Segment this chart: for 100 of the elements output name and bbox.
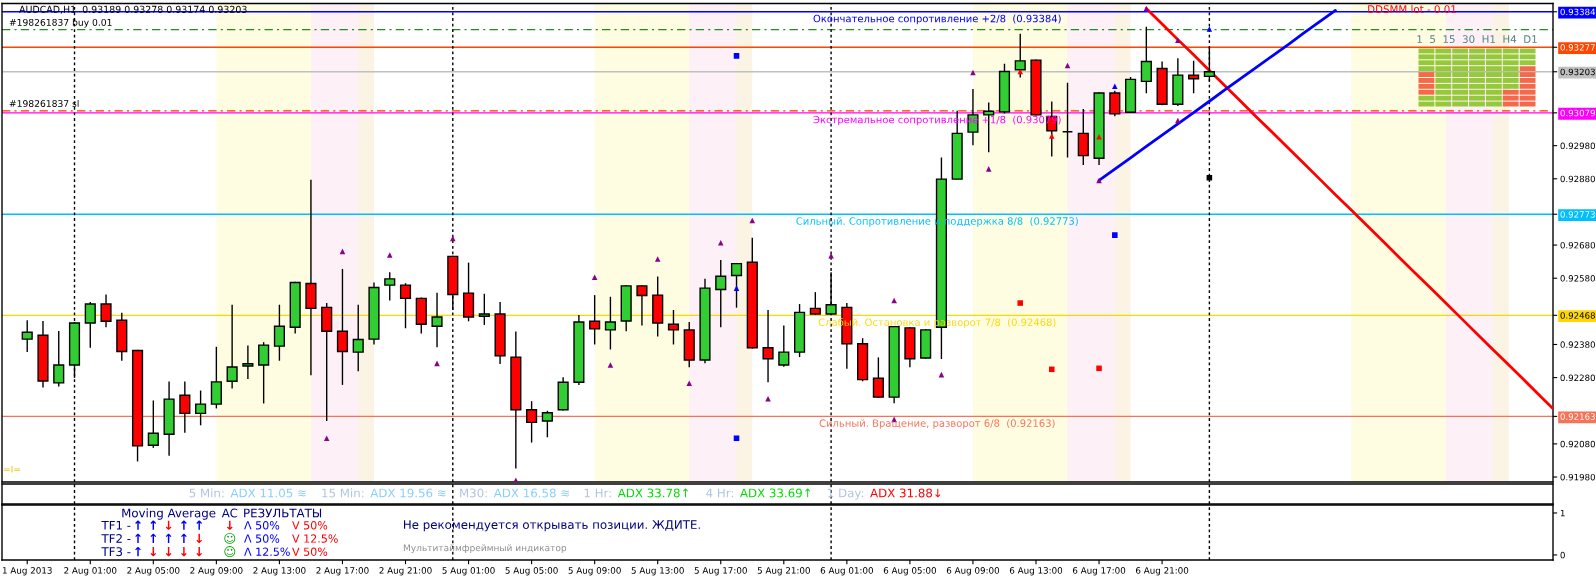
annotation: ↑ <box>150 520 157 530</box>
point <box>1206 175 1213 181</box>
y-tick-label: 0.92280 <box>1560 374 1595 382</box>
annotation: ↓ <box>226 520 233 530</box>
point <box>717 239 724 246</box>
category-label: 2 Aug 21:00 <box>379 567 432 576</box>
text: 15 Min: <box>322 488 364 498</box>
point <box>450 235 456 242</box>
annotation: ↓ <box>196 547 203 557</box>
category-label: 5 Aug 21:00 <box>757 567 810 576</box>
annotation: ↓ <box>196 533 203 543</box>
y-tick-label: 0.92163 <box>1560 413 1595 420</box>
point <box>1175 117 1181 124</box>
annotation: ↓ <box>181 547 187 557</box>
category-label: 1 Aug 2013 <box>2 567 52 576</box>
annotation: ↑ <box>135 533 141 543</box>
candlestick <box>636 284 648 327</box>
candlestick <box>352 304 364 373</box>
y-tick-label: 0.93277 <box>1560 44 1595 51</box>
y-tick-label: 0.91980 <box>1560 473 1595 481</box>
point <box>1112 232 1118 238</box>
candlestick <box>589 294 601 346</box>
candlestick <box>762 309 774 383</box>
candlestick <box>195 389 207 427</box>
annotation: V 12.5% <box>292 534 338 543</box>
ref-line-label: Окончательное сопротивление +2/8 (0.93384) <box>813 14 1061 25</box>
candlestick <box>273 304 285 362</box>
category-label: 5 Aug 13:00 <box>631 567 684 576</box>
y-tick-label: 0.92380 <box>1560 341 1595 348</box>
candlestick <box>384 271 396 302</box>
annotation: V 50% <box>292 521 328 530</box>
point <box>1206 26 1213 32</box>
point <box>654 256 661 262</box>
category-label: 6 Aug 01:00 <box>820 567 873 576</box>
y-tick-label: 0.92468 <box>1560 312 1595 319</box>
annotation: TF2 - <box>101 534 131 543</box>
category-label: 6 Aug 13:00 <box>1009 567 1063 576</box>
annotation: Мультитаймфреймный индикатор <box>403 544 567 553</box>
point <box>1143 5 1150 12</box>
candlestick <box>462 261 475 322</box>
category-label: 6 Aug 09:00 <box>946 567 1000 576</box>
candlestick <box>399 282 412 329</box>
candlestick <box>778 324 790 368</box>
point <box>733 435 740 442</box>
y-tick-label: 0.93203 <box>1560 68 1595 76</box>
point <box>1017 68 1024 75</box>
annotation: ↑ <box>135 546 141 557</box>
candlestick <box>1109 89 1121 117</box>
annotation: ↑ <box>165 533 172 543</box>
y-tick-label: 1 <box>1560 509 1565 517</box>
y-tick-label: 0.92080 <box>1560 440 1595 448</box>
candlestick <box>210 346 222 410</box>
annotation: ↑ <box>196 520 203 530</box>
annotation: РЕЗУЛЬТАТЫ <box>244 508 322 518</box>
point <box>1175 37 1181 44</box>
annotation: ↓ <box>165 520 172 530</box>
point <box>591 274 598 280</box>
category-label: 6 Aug 21:00 <box>1135 567 1189 576</box>
category-label: 2 Aug 17:00 <box>316 567 369 576</box>
candlestick <box>1061 82 1074 159</box>
text: 1 Hr: <box>584 488 611 498</box>
category-label: 5 Aug 01:00 <box>442 567 495 576</box>
point <box>1017 300 1024 306</box>
candlestick <box>667 309 680 346</box>
y-tick-label: 0.92773 <box>1560 211 1595 218</box>
candlestick <box>100 293 112 328</box>
y-tick-label: 0 <box>1560 551 1565 559</box>
annotation: Λ 12.5% <box>244 547 290 556</box>
text: 1 Day: <box>828 488 864 500</box>
annotation: TF3 - <box>101 547 131 557</box>
text: 4 Hr: <box>706 488 733 498</box>
candlestick <box>715 259 727 328</box>
category-label: 6 Aug 17:00 <box>1072 567 1126 576</box>
candlestick <box>179 380 191 434</box>
candlestick <box>1140 26 1152 94</box>
text: ADX 19.56 ≋ <box>370 488 446 498</box>
text: ADX 33.78↑ <box>617 488 688 498</box>
candlestick <box>478 293 490 326</box>
annotation: Λ 50% <box>244 534 280 543</box>
candlestick <box>604 296 617 351</box>
annotation: ↑ <box>181 520 187 530</box>
candlestick <box>1188 60 1200 94</box>
candlestick <box>809 291 821 316</box>
y-tick-label: 0.92980 <box>1560 142 1595 150</box>
candlestick <box>872 356 884 399</box>
annotation: V 50% <box>292 547 328 556</box>
category-label: 5 Aug 09:00 <box>568 567 621 576</box>
annotation: ↑ <box>181 533 187 543</box>
category-label: 2 Aug 13:00 <box>253 567 306 576</box>
annotation: ☺ <box>224 546 236 558</box>
y-tick-label: 0.93384 <box>1560 8 1596 16</box>
point <box>733 53 740 59</box>
point <box>1048 366 1055 373</box>
annotation: Moving Average <box>122 508 216 520</box>
category-label: 2 Aug 05:00 <box>127 567 180 576</box>
y-tick-label: 0.93079 <box>1560 109 1595 117</box>
y-tick-label: 0.92580 <box>1560 275 1595 282</box>
point <box>1048 133 1055 139</box>
text: ADX 16.58 ≋ <box>493 488 569 498</box>
category-label: 5 Aug 05:00 <box>505 567 558 576</box>
